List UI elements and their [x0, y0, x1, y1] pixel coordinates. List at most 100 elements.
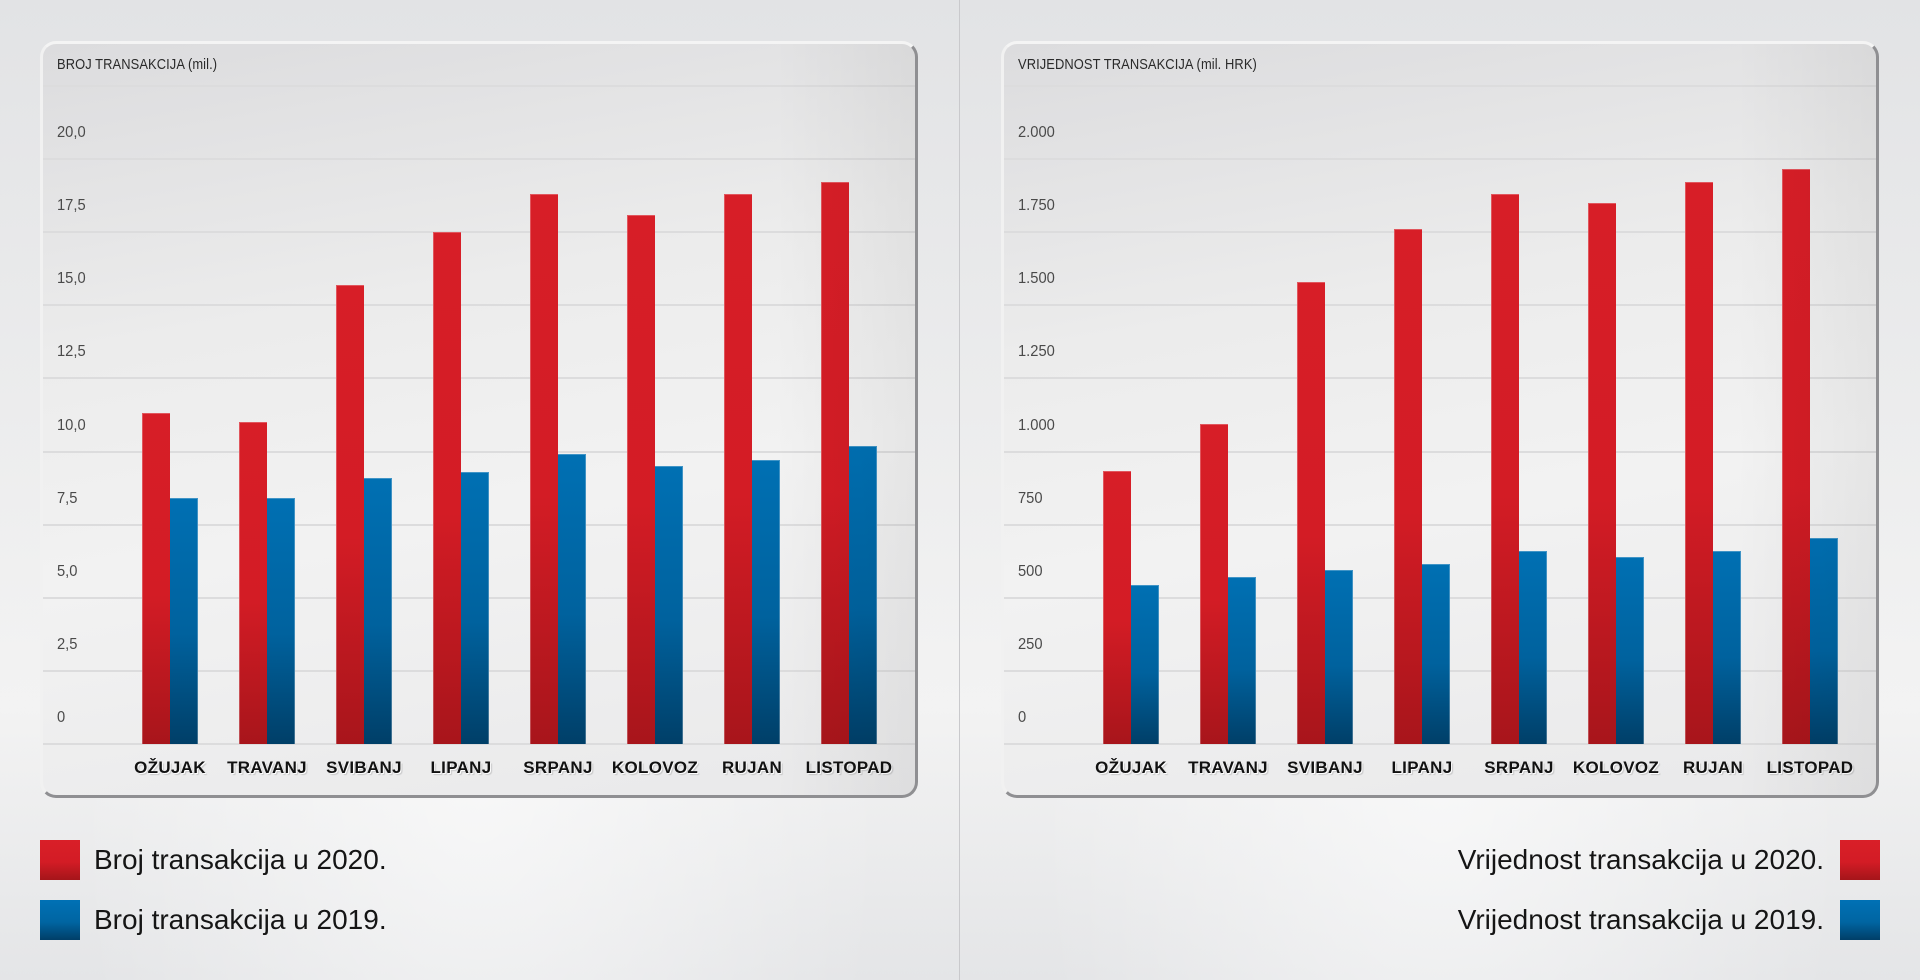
center-divider	[959, 0, 960, 980]
legend-label: Broj transakcija u 2020.	[94, 844, 387, 875]
bar-2019-4	[461, 471, 489, 744]
bar-2019-7	[1713, 550, 1741, 744]
x-tick-label: SRPANJ	[1484, 758, 1554, 777]
bar-2020-1	[1103, 470, 1131, 744]
gridline	[1004, 743, 1876, 745]
gridline	[43, 743, 915, 745]
legend-item-value-2019: Vrijednost transakcija u 2019.	[1458, 900, 1880, 940]
x-tick-label: TRAVANJ	[227, 758, 307, 777]
gridline	[43, 304, 915, 307]
legend-swatch-2020	[1840, 840, 1880, 880]
gridline	[43, 377, 915, 380]
y-tick-label: 10,0	[57, 416, 86, 434]
bar-2020-2	[1200, 423, 1228, 744]
bar-2019-3	[1325, 569, 1353, 744]
x-tick-label: TRAVANJ	[1188, 758, 1268, 777]
bar-2019-3	[364, 477, 392, 744]
x-tick-label: OŽUJAK	[1095, 758, 1167, 777]
y-tick-label: 500	[1018, 562, 1043, 580]
y-tick-label: 1.750	[1018, 197, 1055, 215]
bar-2019-6	[655, 466, 683, 744]
bar-2020-4	[433, 232, 461, 744]
legend-item-count-2020: Broj transakcija u 2020.	[40, 840, 387, 880]
bar-2019-5	[1519, 550, 1547, 744]
bar-2020-3	[336, 284, 364, 744]
count-chart-title: BROJ TRANSAKCIJA (mil.)	[57, 56, 218, 73]
y-tick-label: 750	[1018, 489, 1043, 507]
x-tick-label: LIPANJ	[430, 758, 492, 777]
value-chart-title: VRIJEDNOST TRANSAKCIJA (mil. HRK)	[1018, 56, 1257, 73]
bar-2020-8	[1782, 169, 1810, 744]
x-tick-label: SRPANJ	[523, 758, 593, 777]
gridline	[43, 450, 915, 453]
legend-label: Vrijednost transakcija u 2020.	[1457, 844, 1824, 875]
gridline	[1004, 304, 1876, 307]
gridline	[1004, 231, 1876, 234]
legend-swatch-2019	[1840, 900, 1880, 940]
x-tick-label: LIPANJ	[1391, 758, 1453, 777]
legend-label: Broj transakcija u 2019.	[94, 904, 387, 935]
x-tick-label: KOLOVOZ	[611, 758, 699, 777]
bar-2019-5	[558, 454, 586, 744]
bar-2020-8	[821, 182, 849, 744]
legend-swatch-2020	[40, 840, 80, 880]
gridline	[43, 231, 915, 234]
y-tick-label: 2,5	[57, 635, 78, 653]
y-tick-label: 17,5	[57, 197, 86, 215]
bar-2019-7	[752, 460, 780, 744]
bar-2019-8	[849, 445, 877, 744]
x-tick-label: RUJAN	[1682, 758, 1744, 777]
bar-2019-1	[1131, 584, 1159, 744]
bar-2020-5	[530, 194, 558, 744]
bar-2019-2	[267, 498, 295, 744]
bar-2019-1	[170, 498, 198, 744]
x-tick-label: SVIBANJ	[326, 758, 402, 777]
bar-2020-5	[1491, 194, 1519, 744]
x-tick-label: LISTOPAD	[1766, 758, 1854, 777]
x-tick-label: SVIBANJ	[1287, 758, 1363, 777]
count-chart-plot: 0 2,5 5,0 7,5 10,0 12,5 15,0 17,5 20,0 OŽUJAK TRAV…	[43, 44, 915, 795]
bar-2019-2	[1228, 577, 1256, 744]
header-separator	[43, 85, 915, 87]
bar-2020-2	[239, 422, 267, 744]
bar-2020-6	[1588, 202, 1616, 744]
y-tick-label: 1.000	[1018, 416, 1055, 434]
value-chart-plot: 0 250 500 750 1.000 1.250 1.500 1.750 2.000 OŽUJA…	[1004, 44, 1876, 795]
header-separator	[1004, 85, 1876, 87]
y-tick-label: 12,5	[57, 343, 86, 361]
gridline	[1004, 158, 1876, 160]
bar-2020-3	[1297, 281, 1325, 744]
y-tick-label: 1.500	[1018, 270, 1055, 288]
bar-2020-6	[627, 214, 655, 744]
bar-2020-4	[1394, 229, 1422, 744]
y-tick-label: 2.000	[1018, 124, 1055, 141]
y-tick-label: 0	[1018, 709, 1027, 726]
y-tick-label: 5,0	[57, 562, 78, 580]
count-chart-panel: 0 2,5 5,0 7,5 10,0 12,5 15,0 17,5 20,0 OŽUJAK TRAV…	[40, 41, 918, 798]
y-tick-label: 7,5	[57, 489, 78, 507]
bar-2020-7	[724, 194, 752, 744]
gridline	[43, 158, 915, 160]
legend-item-value-2020: Vrijednost transakcija u 2020.	[1458, 840, 1880, 880]
bar-2020-1	[142, 413, 170, 744]
gridline	[1004, 377, 1876, 380]
y-tick-label: 0	[57, 709, 66, 726]
y-tick-label: 250	[1018, 635, 1043, 653]
bar-2020-7	[1685, 182, 1713, 744]
legend-label: Vrijednost transakcija u 2019.	[1457, 904, 1824, 935]
x-tick-label: OŽUJAK	[134, 758, 206, 777]
y-tick-label: 20,0	[57, 124, 86, 141]
bar-2019-4	[1422, 564, 1450, 744]
legend-item-count-2019: Broj transakcija u 2019.	[40, 900, 387, 940]
y-tick-label: 15,0	[57, 270, 86, 288]
bar-2019-6	[1616, 556, 1644, 744]
x-tick-label: LISTOPAD	[805, 758, 893, 777]
value-chart-panel: 0 250 500 750 1.000 1.250 1.500 1.750 2.000 OŽUJA…	[1001, 41, 1879, 798]
y-tick-label: 1.250	[1018, 343, 1055, 361]
x-tick-label: KOLOVOZ	[1572, 758, 1660, 777]
legend-swatch-2019	[40, 900, 80, 940]
bar-2019-8	[1810, 537, 1838, 744]
gridline	[1004, 450, 1876, 453]
x-tick-label: RUJAN	[721, 758, 783, 777]
gridline	[1004, 523, 1876, 526]
